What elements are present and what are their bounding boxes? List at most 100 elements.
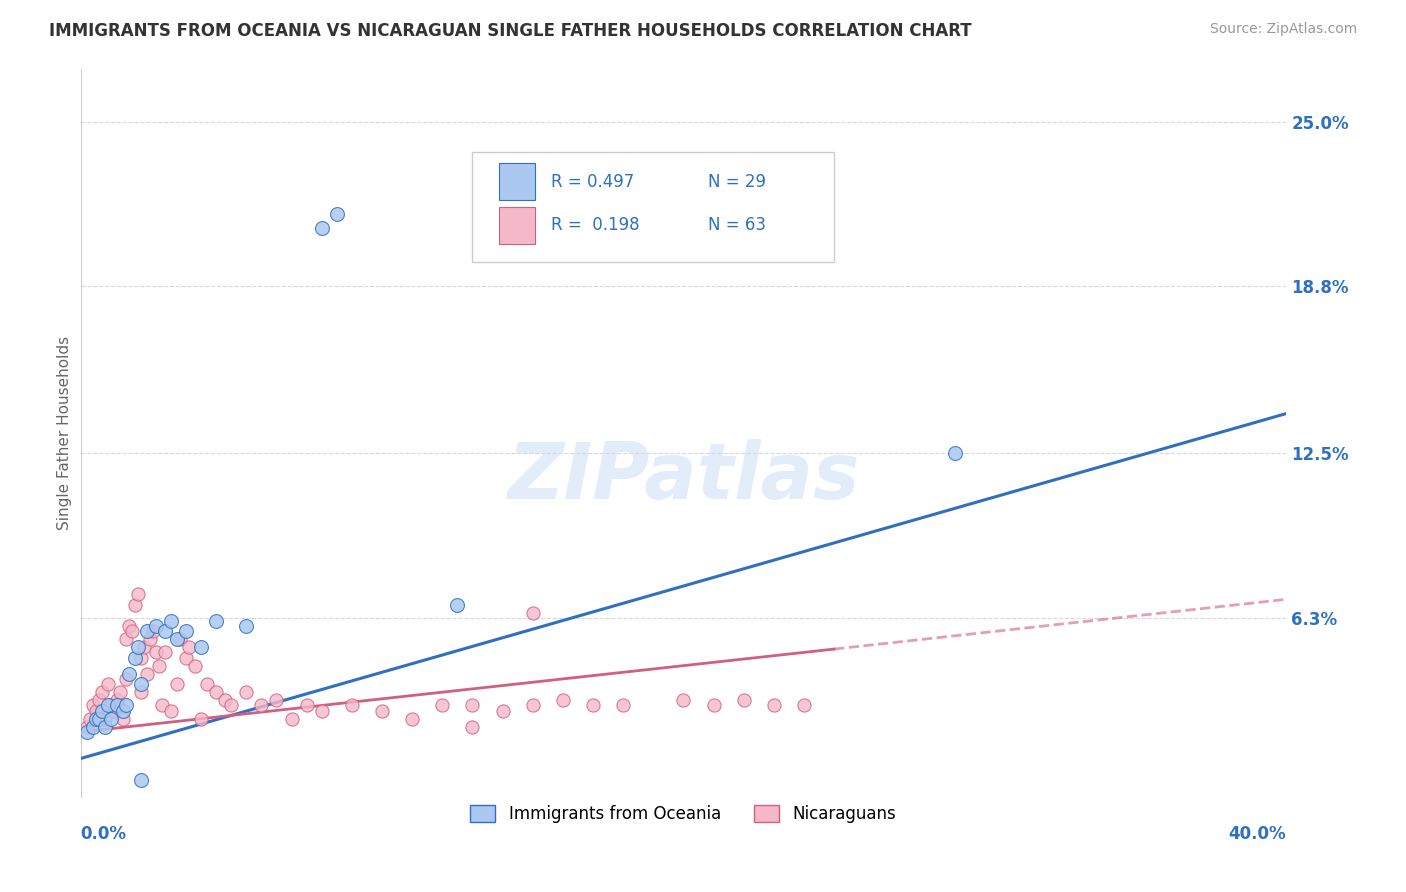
Point <box>100 712 122 726</box>
Point <box>401 712 423 726</box>
Point <box>93 712 115 726</box>
Point <box>793 698 815 713</box>
Point <box>219 698 242 713</box>
Point <box>82 698 104 713</box>
Point <box>150 698 173 713</box>
Point <box>132 640 155 654</box>
Point <box>446 598 468 612</box>
Point <box>124 598 146 612</box>
Point <box>214 693 236 707</box>
Point <box>522 698 544 713</box>
Point <box>114 698 136 713</box>
Point <box>84 704 107 718</box>
Text: R =  0.198: R = 0.198 <box>551 217 640 235</box>
Point <box>491 704 513 718</box>
Text: ZIPatlas: ZIPatlas <box>508 439 859 516</box>
Point <box>280 712 302 726</box>
Point <box>93 720 115 734</box>
Text: Source: ZipAtlas.com: Source: ZipAtlas.com <box>1209 22 1357 37</box>
Point <box>174 624 197 639</box>
Point <box>235 619 257 633</box>
Point <box>108 685 131 699</box>
Point <box>160 704 183 718</box>
Y-axis label: Single Father Households: Single Father Households <box>58 336 72 531</box>
Point <box>121 624 143 639</box>
Point <box>326 207 349 221</box>
Text: 40.0%: 40.0% <box>1229 825 1286 843</box>
Point <box>127 640 149 654</box>
Legend: Immigrants from Oceania, Nicaraguans: Immigrants from Oceania, Nicaraguans <box>464 798 903 830</box>
Point <box>82 720 104 734</box>
Point <box>118 619 141 633</box>
Text: 0.0%: 0.0% <box>80 825 127 843</box>
Point <box>105 698 128 713</box>
Point <box>145 645 167 659</box>
Point <box>90 704 112 718</box>
Point <box>166 677 188 691</box>
Point <box>100 698 122 713</box>
Point <box>266 693 288 707</box>
Point <box>703 698 725 713</box>
Point <box>105 693 128 707</box>
Point <box>84 712 107 726</box>
Point <box>432 698 454 713</box>
Point <box>166 632 188 646</box>
Point <box>127 587 149 601</box>
Point <box>461 720 484 734</box>
Point <box>129 772 152 787</box>
Point <box>295 698 318 713</box>
Point <box>114 672 136 686</box>
Text: N = 63: N = 63 <box>707 217 765 235</box>
FancyBboxPatch shape <box>472 153 834 262</box>
Point <box>311 704 333 718</box>
Point <box>129 650 152 665</box>
Point <box>76 720 98 734</box>
Point <box>169 632 191 646</box>
Point <box>205 685 228 699</box>
Point <box>90 685 112 699</box>
Point <box>79 712 101 726</box>
Point <box>461 698 484 713</box>
Point <box>124 650 146 665</box>
Point <box>153 624 176 639</box>
Point <box>672 693 695 707</box>
FancyBboxPatch shape <box>499 163 536 200</box>
Point <box>97 677 120 691</box>
Point <box>190 640 212 654</box>
Point <box>129 685 152 699</box>
Point <box>762 698 785 713</box>
Point <box>111 704 134 718</box>
Point <box>190 712 212 726</box>
Point <box>371 704 394 718</box>
Point <box>114 632 136 646</box>
Text: R = 0.497: R = 0.497 <box>551 173 634 191</box>
Point <box>612 698 634 713</box>
Point <box>184 658 207 673</box>
Point <box>145 619 167 633</box>
Point <box>139 632 162 646</box>
Point <box>250 698 273 713</box>
Point <box>174 650 197 665</box>
Point <box>153 645 176 659</box>
Point <box>195 677 218 691</box>
Point <box>551 693 574 707</box>
Point <box>97 698 120 713</box>
Point <box>582 698 605 713</box>
Point <box>177 640 200 654</box>
Point <box>340 698 363 713</box>
FancyBboxPatch shape <box>499 207 536 244</box>
Point <box>943 446 966 460</box>
Point <box>87 712 110 726</box>
Point <box>148 658 170 673</box>
Point <box>76 725 98 739</box>
Text: IMMIGRANTS FROM OCEANIA VS NICARAGUAN SINGLE FATHER HOUSEHOLDS CORRELATION CHART: IMMIGRANTS FROM OCEANIA VS NICARAGUAN SI… <box>49 22 972 40</box>
Point <box>522 606 544 620</box>
Point <box>87 693 110 707</box>
Text: N = 29: N = 29 <box>707 173 765 191</box>
Point <box>235 685 257 699</box>
Point <box>118 666 141 681</box>
Point <box>142 624 165 639</box>
Point <box>311 220 333 235</box>
Point <box>733 693 755 707</box>
Point <box>135 624 157 639</box>
